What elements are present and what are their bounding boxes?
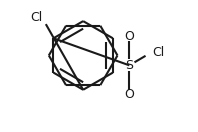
Text: O: O	[124, 30, 134, 43]
Text: Cl: Cl	[152, 46, 164, 59]
Text: Cl: Cl	[30, 11, 42, 24]
Text: S: S	[125, 59, 133, 72]
Text: O: O	[124, 88, 134, 101]
